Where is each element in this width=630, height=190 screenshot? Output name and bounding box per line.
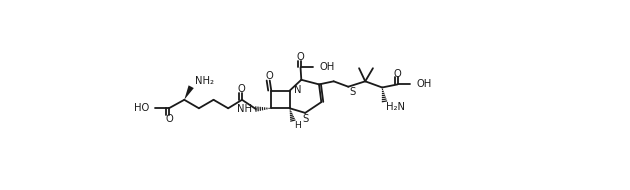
Text: H₂N: H₂N — [386, 102, 405, 112]
Text: N: N — [294, 85, 301, 95]
Text: HO: HO — [134, 103, 149, 113]
Text: OH: OH — [319, 63, 335, 72]
Text: O: O — [297, 52, 304, 62]
Text: OH: OH — [416, 79, 432, 89]
Text: S: S — [350, 87, 356, 97]
Text: O: O — [394, 69, 401, 79]
Text: O: O — [165, 114, 173, 124]
Polygon shape — [184, 85, 194, 100]
Text: O: O — [266, 71, 273, 81]
Text: H: H — [294, 121, 301, 130]
Text: NH₂: NH₂ — [195, 76, 214, 86]
Text: S: S — [303, 114, 309, 124]
Text: O: O — [238, 84, 245, 94]
Text: NH: NH — [237, 104, 252, 114]
